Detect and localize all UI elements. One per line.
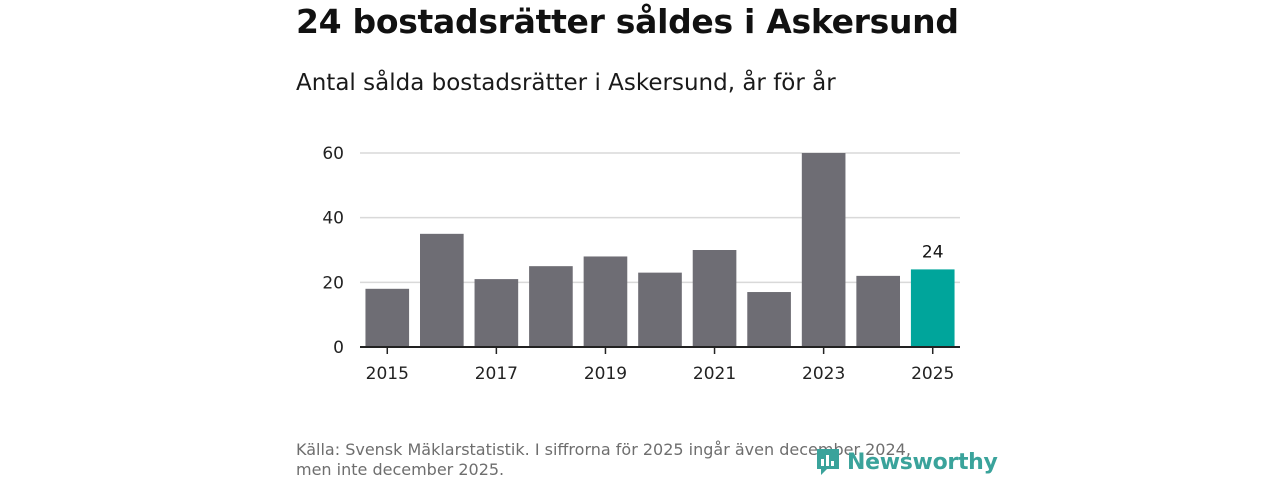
y-tick-label: 20 — [322, 273, 344, 293]
y-tick-label: 0 — [333, 338, 344, 358]
chart-title: 24 bostadsrätter såldes i Askersund — [296, 2, 959, 41]
x-tick-label: 2017 — [475, 364, 518, 384]
bar-2021 — [692, 250, 737, 347]
bar-2015 — [365, 288, 410, 347]
source-line-2: men inte december 2025. — [296, 460, 505, 479]
bar-2018 — [529, 266, 573, 347]
y-tick-label: 40 — [322, 209, 344, 229]
axes — [360, 346, 960, 354]
chart-container: 24 bostadsrätter såldes i Askersund Anta… — [296, 0, 998, 480]
data-label: 24 — [922, 242, 944, 262]
bar-2022 — [747, 292, 791, 347]
bar-2025 — [910, 269, 955, 347]
source-note: Källa: Svensk Mäklarstatistik. I siffror… — [296, 440, 976, 480]
bar-chart: 0 20 40 60 2015 2017 2019 2021 2023 2025 24 — [322, 144, 960, 384]
bars — [365, 153, 955, 347]
bar-2024 — [856, 275, 900, 347]
source-line-1: Källa: Svensk Mäklarstatistik. I siffror… — [296, 440, 911, 459]
bar-2016 — [420, 233, 464, 347]
x-tick-label: 2023 — [802, 364, 845, 384]
x-tick-label: 2015 — [366, 364, 409, 384]
y-tick-label: 60 — [322, 144, 344, 164]
bar-2020 — [638, 272, 682, 347]
x-tick-label: 2025 — [911, 364, 954, 384]
newsworthy-logo: Newsworthy — [815, 444, 998, 480]
logo-text: Newsworthy — [847, 449, 998, 475]
labels: 0 20 40 60 2015 2017 2019 2021 2023 2025 24 — [322, 144, 954, 384]
chart-subtitle: Antal sålda bostadsrätter i Askersund, å… — [296, 70, 836, 96]
x-tick-label: 2021 — [693, 364, 736, 384]
bar-2017 — [474, 279, 519, 347]
bar-2019 — [583, 256, 628, 347]
bar-chart-logo-icon — [817, 449, 839, 475]
x-tick-label: 2019 — [584, 364, 627, 384]
bar-2023 — [801, 153, 846, 347]
